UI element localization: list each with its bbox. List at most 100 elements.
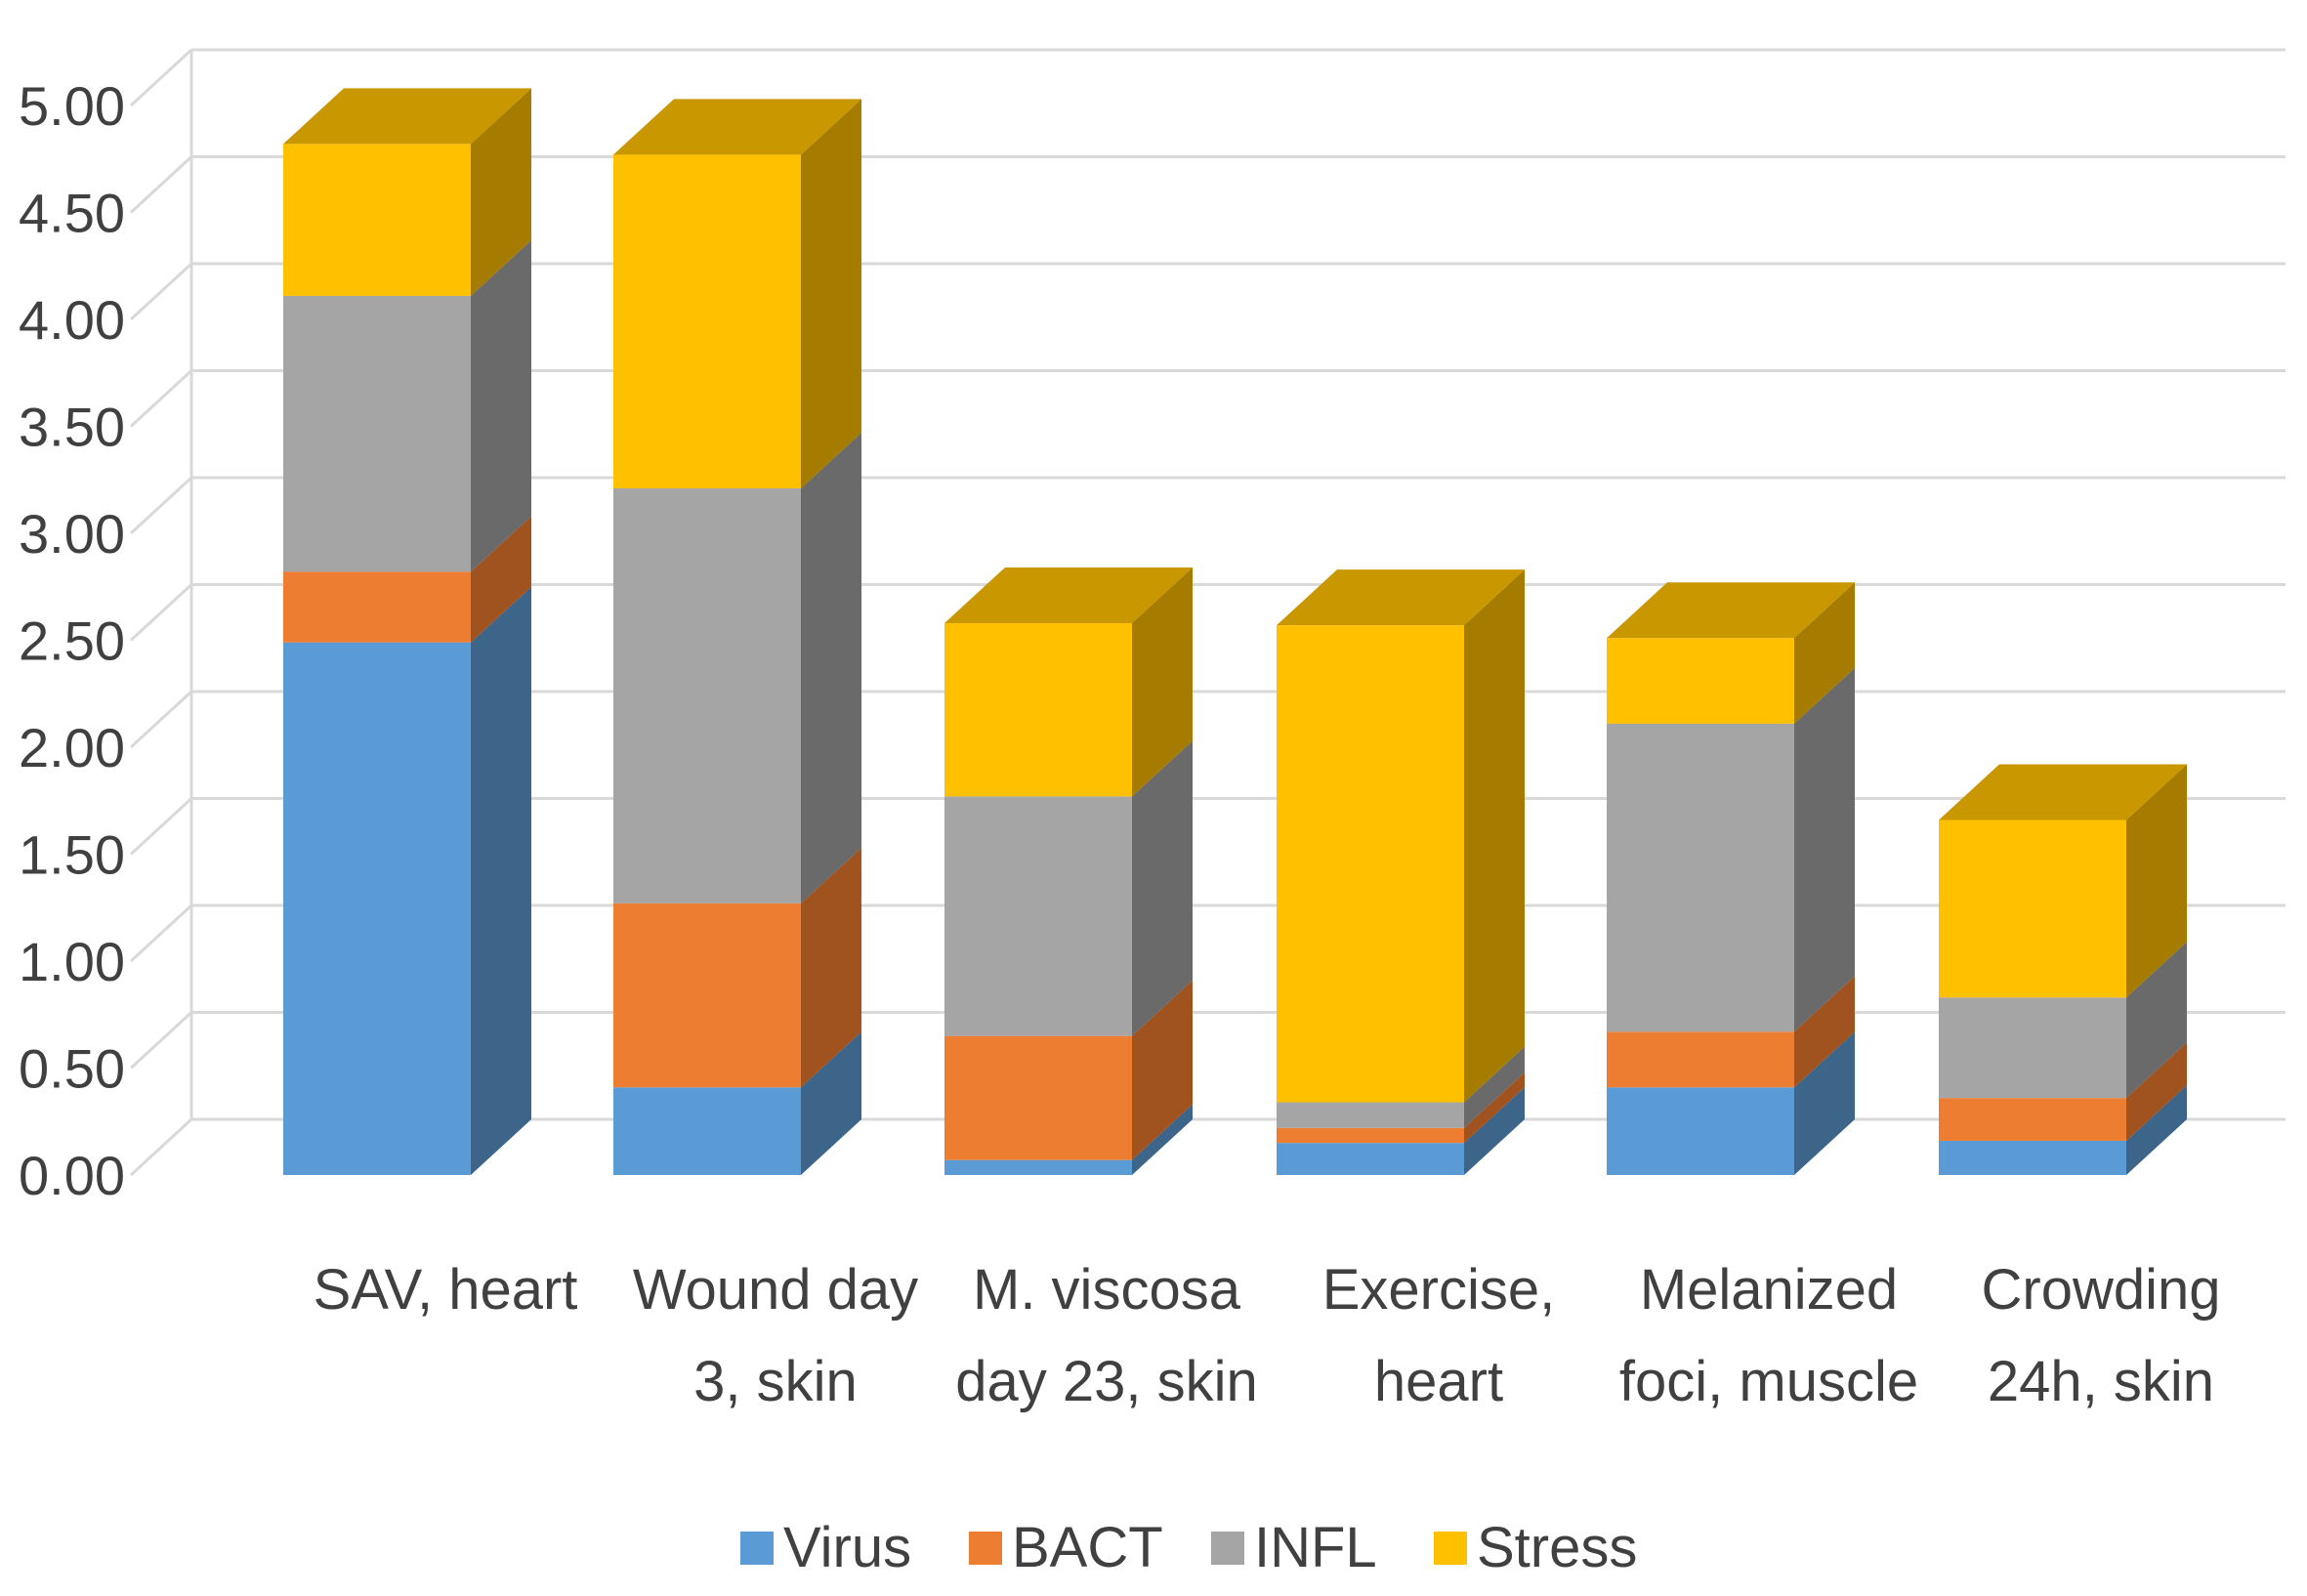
category-label-line: Melanized <box>1640 1258 1898 1322</box>
legend-swatch <box>1211 1532 1244 1565</box>
category-label-line: 3, skin <box>693 1350 858 1413</box>
bar-segment-side <box>1132 567 1193 797</box>
bar-stack <box>613 99 861 1175</box>
bar-segment <box>613 903 801 1088</box>
bar-segment <box>613 488 801 903</box>
y-axis: 0.00 0.50 1.00 1.50 2.00 2.50 3.00 3.50 4.00 4.50… <box>19 75 125 1206</box>
bar-stack <box>944 567 1193 1175</box>
y-tick-label: 2.00 <box>19 717 125 778</box>
gridline-connector <box>129 903 193 963</box>
bar-stack <box>1939 764 2187 1175</box>
bar-segment-side <box>471 516 531 643</box>
bar-segment-side <box>2126 1084 2187 1175</box>
category-label-line: SAV, heart <box>314 1258 578 1322</box>
bar-segment-side <box>2126 764 2187 998</box>
bar-segment <box>944 622 1132 797</box>
bar-stack <box>1277 569 1525 1175</box>
y-tick-label: 4.50 <box>19 183 125 244</box>
category-label-line: Wound day <box>633 1258 918 1322</box>
gridline-connector <box>129 797 193 856</box>
gridline-connector <box>129 369 193 428</box>
bar-segment-side <box>471 88 531 296</box>
y-tick-label: 1.50 <box>19 824 125 886</box>
gridlines <box>129 48 2286 1177</box>
bars <box>283 88 2187 1175</box>
legend: Virus BACT INFL Stress <box>740 1516 1637 1579</box>
category-label-line: Crowding <box>1982 1258 2221 1322</box>
bar-segment-side <box>1794 667 1855 1032</box>
bar-top-face <box>613 99 861 155</box>
bar-segment-side <box>1464 569 1525 1103</box>
gridline-connector <box>129 262 193 321</box>
category-label: Melanized foci, muscle <box>1619 1258 1918 1413</box>
y-tick-label: 3.50 <box>19 397 125 458</box>
bar-segment-side <box>1132 1104 1193 1175</box>
bar-segment-side <box>1132 980 1193 1160</box>
bar-segment <box>1939 819 2126 998</box>
bar-segment-side <box>801 847 861 1088</box>
y-tick-label: 4.00 <box>19 289 125 351</box>
category-label: Exercise, heart <box>1322 1258 1556 1413</box>
bar-segment <box>944 796 1132 1036</box>
legend-label: INFL <box>1254 1516 1377 1579</box>
legend-label: BACT <box>1012 1516 1163 1579</box>
legend-label: Stress <box>1477 1516 1637 1579</box>
category-label-line: M. viscosa <box>973 1258 1241 1322</box>
bar-stack <box>1607 582 1855 1175</box>
bar-segment <box>283 295 471 572</box>
y-tick-label: 1.00 <box>19 931 125 992</box>
bar-segment <box>1277 1102 1464 1128</box>
bar-segment <box>613 1087 801 1175</box>
gridline-connector <box>129 48 193 107</box>
bar-segment-side <box>801 99 861 489</box>
category-label-line: day 23, skin <box>955 1350 1258 1413</box>
category-label: Crowding 24h, skin <box>1982 1258 2221 1413</box>
legend-swatch <box>969 1532 1002 1565</box>
bar-segment-side <box>2126 1042 2187 1141</box>
bar-segment-side <box>471 586 531 1175</box>
bar-top-face <box>1607 582 1855 639</box>
y-tick-label: 5.00 <box>19 75 125 137</box>
bar-segment-side <box>471 239 531 572</box>
bar-segment-side <box>1794 1031 1855 1175</box>
y-tick-label: 0.50 <box>19 1038 125 1100</box>
bar-top-face <box>283 88 531 145</box>
legend-label: Virus <box>783 1516 911 1579</box>
category-label-line: heart <box>1374 1350 1503 1413</box>
bar-segment-side <box>801 1031 861 1175</box>
category-label-line: Exercise, <box>1322 1258 1556 1322</box>
bar-segment <box>1277 1143 1464 1175</box>
legend-swatch <box>740 1532 774 1565</box>
bar-segment-side <box>1464 1071 1525 1144</box>
bar-segment <box>944 1159 1132 1175</box>
bar-segment <box>283 642 471 1175</box>
bar-segment <box>944 1035 1132 1160</box>
bar-segment <box>283 571 471 643</box>
category-label: M. viscosa day 23, skin <box>955 1258 1258 1413</box>
bar-top-face <box>944 567 1193 623</box>
gridline-connector <box>129 1011 193 1070</box>
legend-swatch <box>1434 1532 1467 1565</box>
bar-segment <box>1607 1087 1794 1175</box>
y-tick-label: 3.00 <box>19 503 125 565</box>
gridline-connector <box>129 690 193 749</box>
bar-segment-side <box>1132 740 1193 1036</box>
bar-segment <box>1277 1127 1464 1144</box>
category-label-line: foci, muscle <box>1619 1350 1918 1413</box>
category-label-line: 24h, skin <box>1988 1350 2214 1413</box>
bar-segment <box>613 154 801 489</box>
gridline-connector <box>129 155 193 214</box>
bar-top-face <box>1277 569 1525 626</box>
bar-segment <box>1939 997 2126 1099</box>
bar-segment <box>283 144 471 296</box>
bar-segment-side <box>801 433 861 903</box>
y-tick-label: 0.00 <box>19 1145 125 1206</box>
category-label: SAV, heart <box>314 1258 578 1322</box>
x-axis: SAV, heart Wound day 3, skin M. viscosa day … <box>314 1258 2221 1413</box>
bar-segment <box>1607 1031 1794 1088</box>
gridline-connector <box>129 583 193 642</box>
bar-segment <box>1607 638 1794 724</box>
bar-segment-side <box>2126 942 2187 1099</box>
